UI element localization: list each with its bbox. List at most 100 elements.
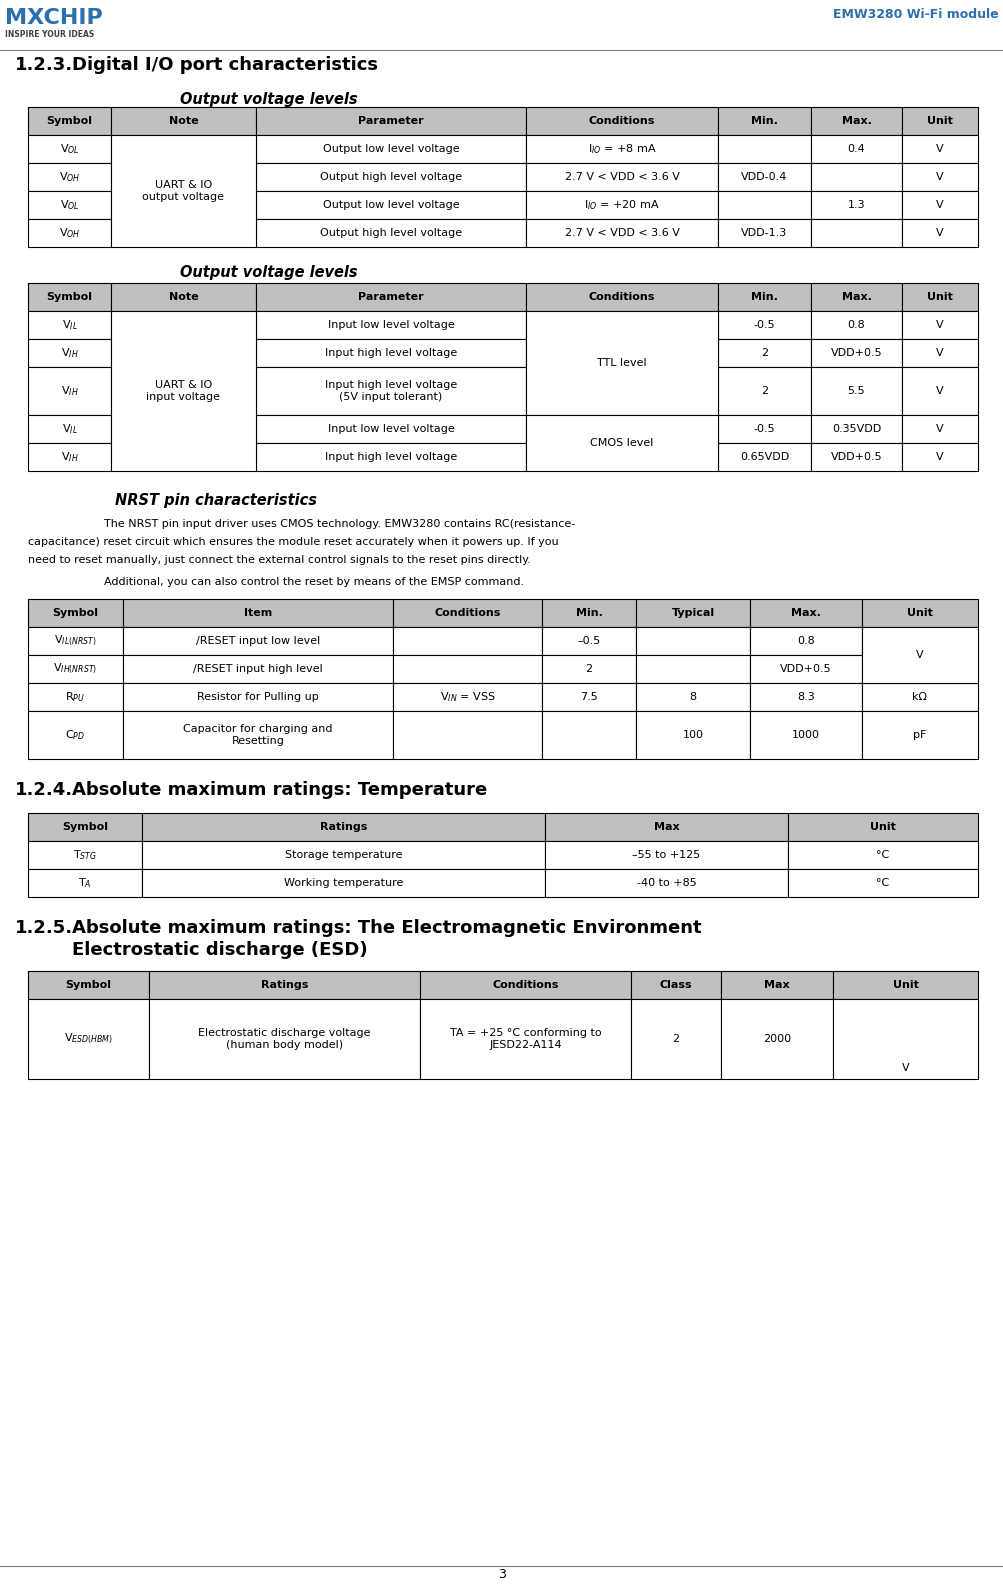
Bar <box>123 599 392 627</box>
Bar <box>901 284 977 310</box>
Bar <box>123 627 392 656</box>
Bar <box>28 339 111 367</box>
Bar <box>419 1000 630 1079</box>
Text: UART & IO
output voltage: UART & IO output voltage <box>142 181 225 203</box>
Bar <box>28 284 111 310</box>
Bar <box>901 415 977 444</box>
Bar <box>123 656 392 683</box>
Bar <box>810 163 901 192</box>
Text: Parameter: Parameter <box>358 116 423 127</box>
Text: V: V <box>935 228 943 238</box>
Text: Output high level voltage: Output high level voltage <box>320 228 461 238</box>
Bar <box>717 192 810 219</box>
Text: Unit: Unit <box>906 608 932 618</box>
Bar <box>141 813 545 841</box>
Bar <box>810 135 901 163</box>
Text: –0.5: –0.5 <box>577 637 600 646</box>
Text: Max: Max <box>653 822 679 832</box>
Text: Electrostatic discharge voltage
(human body model): Electrostatic discharge voltage (human b… <box>198 1028 370 1050</box>
Text: T$_{A}$: T$_{A}$ <box>78 876 91 890</box>
Text: V$_{IL}$: V$_{IL}$ <box>61 318 77 333</box>
Bar <box>542 683 635 711</box>
Bar <box>28 599 123 627</box>
Bar <box>28 367 111 415</box>
Text: The NRST pin input driver uses CMOS technology. EMW3280 contains RC(resistance-: The NRST pin input driver uses CMOS tech… <box>90 520 575 529</box>
Bar <box>28 192 111 219</box>
Text: 2: 2 <box>760 348 767 358</box>
Text: Min.: Min. <box>750 116 777 127</box>
Bar <box>635 656 749 683</box>
Text: V: V <box>935 348 943 358</box>
Text: 2: 2 <box>760 386 767 396</box>
Text: /RESET input low level: /RESET input low level <box>196 637 320 646</box>
Text: Ratings: Ratings <box>320 822 367 832</box>
Text: 0.4: 0.4 <box>847 144 865 154</box>
Bar <box>545 841 787 870</box>
Bar <box>28 163 111 192</box>
Text: V: V <box>935 320 943 329</box>
Text: TA = +25 °C conforming to
JESD22-A114: TA = +25 °C conforming to JESD22-A114 <box>449 1028 601 1050</box>
Text: /RESET input high level: /RESET input high level <box>193 664 323 675</box>
Text: kΩ: kΩ <box>912 692 927 702</box>
Bar <box>717 163 810 192</box>
Bar <box>256 108 526 135</box>
Text: pF: pF <box>913 730 926 740</box>
Bar <box>717 310 810 339</box>
Bar <box>545 813 787 841</box>
Text: TTL level: TTL level <box>597 358 646 367</box>
Text: V$_{IL}$: V$_{IL}$ <box>61 421 77 436</box>
Bar <box>148 1000 419 1079</box>
Text: VDD-0.4: VDD-0.4 <box>740 173 787 182</box>
Bar <box>111 135 256 247</box>
Text: Unit: Unit <box>892 980 918 990</box>
Text: Symbol: Symbol <box>62 822 108 832</box>
Bar <box>392 656 542 683</box>
Bar <box>901 108 977 135</box>
Bar <box>526 135 717 163</box>
Text: V: V <box>935 144 943 154</box>
Text: Symbol: Symbol <box>46 291 92 303</box>
Text: Absolute maximum ratings: Temperature: Absolute maximum ratings: Temperature <box>72 781 486 798</box>
Bar <box>542 627 635 656</box>
Text: R$_{PU}$: R$_{PU}$ <box>65 691 85 703</box>
Text: VDD+0.5: VDD+0.5 <box>829 348 882 358</box>
Text: V: V <box>935 386 943 396</box>
Text: Absolute maximum ratings: The Electromagnetic Environment: Absolute maximum ratings: The Electromag… <box>72 919 701 938</box>
Text: Parameter: Parameter <box>358 291 423 303</box>
Bar <box>717 219 810 247</box>
Bar <box>111 310 256 470</box>
Bar <box>28 1000 148 1079</box>
Bar <box>256 415 526 444</box>
Text: °C: °C <box>876 851 889 860</box>
Bar <box>901 219 977 247</box>
Text: 2: 2 <box>585 664 592 675</box>
Bar <box>28 310 111 339</box>
Bar <box>635 599 749 627</box>
Bar <box>526 219 717 247</box>
Text: V$_{IH(NRST)}$: V$_{IH(NRST)}$ <box>53 662 97 676</box>
Bar <box>256 310 526 339</box>
Text: NRST pin characteristics: NRST pin characteristics <box>115 493 317 508</box>
Text: V$_{IH}$: V$_{IH}$ <box>60 450 78 464</box>
Text: Max.: Max. <box>841 116 871 127</box>
Bar <box>862 627 977 683</box>
Bar <box>810 339 901 367</box>
Bar <box>901 339 977 367</box>
Text: CMOS level: CMOS level <box>590 439 653 448</box>
Text: INSPIRE YOUR IDEAS: INSPIRE YOUR IDEAS <box>5 30 94 40</box>
Text: 2000: 2000 <box>762 1034 790 1044</box>
Text: VDD+0.5: VDD+0.5 <box>829 451 882 463</box>
Text: 0.65VDD: 0.65VDD <box>739 451 788 463</box>
Text: Resistor for Pulling up: Resistor for Pulling up <box>197 692 319 702</box>
Bar <box>542 711 635 759</box>
Bar <box>526 415 717 470</box>
Text: 0.8: 0.8 <box>847 320 865 329</box>
Bar <box>28 627 123 656</box>
Text: Input high level voltage: Input high level voltage <box>325 348 456 358</box>
Bar <box>810 192 901 219</box>
Text: 2.7 V < VDD < 3.6 V: 2.7 V < VDD < 3.6 V <box>564 228 679 238</box>
Bar <box>123 683 392 711</box>
Text: Input low level voltage: Input low level voltage <box>327 425 454 434</box>
Bar <box>832 1000 977 1079</box>
Text: Max.: Max. <box>841 291 871 303</box>
